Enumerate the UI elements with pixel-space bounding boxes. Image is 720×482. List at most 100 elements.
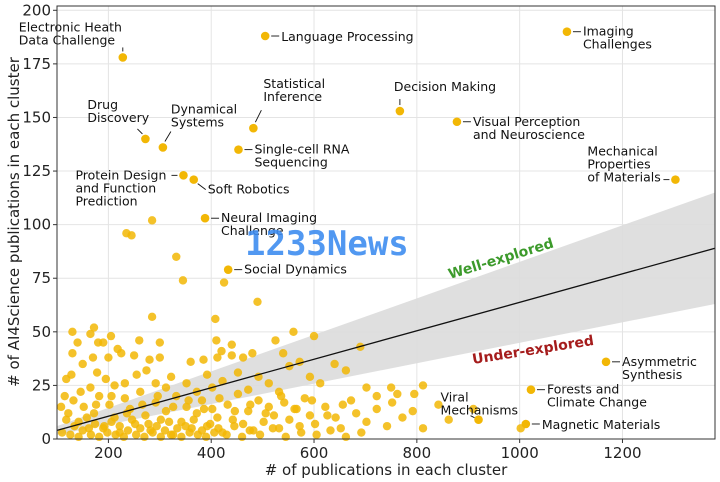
data-point [186, 357, 195, 367]
data-point [107, 417, 116, 427]
data-point [185, 428, 194, 437]
data-point [208, 404, 217, 414]
data-point [274, 424, 284, 433]
data-point [244, 406, 253, 416]
x-tick-label: 1200 [603, 444, 641, 462]
annotation-label: Asymmetric Synthesis [622, 354, 697, 382]
data-point [321, 402, 330, 412]
data-point [276, 391, 286, 401]
data-point [147, 216, 157, 225]
data-point [338, 400, 348, 409]
data-point [136, 424, 145, 433]
data-point [230, 406, 240, 416]
x-tick-label: 1000 [501, 444, 539, 462]
data-point [161, 383, 171, 392]
y-tick-label: 0 [41, 430, 51, 448]
labeled-point-marker [260, 31, 270, 41]
band-area [57, 192, 715, 435]
y-tick-label: 50 [32, 323, 51, 341]
data-point [264, 379, 273, 388]
data-point [78, 426, 87, 435]
data-point [92, 368, 102, 377]
annotation-line: and Neuroscience [473, 127, 585, 142]
y-tick-label: 175 [22, 55, 51, 73]
annotation-label: Forests and Climate Change [547, 382, 647, 410]
annotation-line: Neural Imaging [221, 210, 317, 225]
data-point [132, 370, 141, 379]
annotation-label: Soft Robotics [208, 182, 290, 197]
data-point [68, 327, 77, 337]
data-point [398, 413, 407, 422]
data-point [285, 415, 294, 424]
annotation-line: Visual Perception [473, 114, 580, 129]
data-point [64, 409, 73, 418]
data-point [135, 336, 144, 345]
data-point [218, 376, 227, 386]
data-point [117, 349, 126, 358]
axes: 200 400 600 800 1000 1200 0 25 50 75 100 125 150 175 2… [22, 1, 716, 462]
y-tick-label: 125 [22, 162, 51, 180]
data-point [312, 430, 321, 439]
data-point [166, 372, 176, 382]
labeled-point-marker [671, 175, 680, 184]
data-point [155, 353, 165, 362]
data-point [214, 424, 223, 433]
labeled-points: Electronic Heath Data Challenge Language P… [19, 19, 697, 432]
labeled-point-marker [118, 53, 128, 62]
data-point [362, 383, 371, 392]
data-point [120, 394, 130, 403]
data-point [387, 398, 397, 407]
data-point [418, 424, 428, 433]
labeled-point: Dynamical Systems [158, 101, 237, 152]
data-point [148, 428, 157, 437]
labeled-point: Imaging Challenges [562, 24, 652, 52]
labeled-point: Soft Robotics [189, 175, 290, 197]
labeled-point-marker [158, 143, 168, 152]
x-tick-label: 200 [94, 444, 123, 462]
data-point [181, 421, 190, 431]
data-point [90, 419, 100, 429]
data-point [237, 432, 247, 442]
x-tick-label: 600 [300, 444, 329, 462]
annotation-line: and Function [75, 180, 156, 195]
data-point [330, 359, 339, 369]
data-point [155, 338, 165, 347]
annotation-line: Prediction [75, 193, 137, 208]
data-point [199, 355, 208, 364]
data-point [66, 430, 75, 439]
data-point [238, 353, 248, 362]
y-tick-label: 200 [22, 1, 51, 19]
data-point [151, 379, 160, 388]
data-point [82, 413, 92, 422]
labeled-point: Social Dynamics [223, 262, 347, 277]
labeled-point-marker [526, 385, 536, 394]
annotation-label: Electronic Heath Data Challenge [19, 19, 122, 47]
data-point [245, 426, 254, 435]
data-point [212, 336, 221, 345]
data-point [115, 421, 124, 431]
data-point [168, 430, 178, 439]
labeled-point-marker [474, 415, 483, 425]
labeled-point-marker [234, 145, 243, 154]
annotation-leader [470, 415, 475, 419]
data-point [178, 276, 188, 285]
data-point [189, 415, 198, 424]
annotation-line: Climate Change [547, 395, 647, 410]
data-point [106, 331, 116, 341]
annotation-label: Imaging Challenges [583, 24, 652, 52]
data-point [393, 389, 402, 399]
annotation-line: Sequencing [254, 155, 327, 170]
data-point [123, 426, 133, 435]
annotation-label: Decision Making [394, 79, 496, 94]
annotation-label: Social Dynamics [244, 262, 347, 277]
annotation-line: Imaging [583, 24, 634, 39]
annotation-label: Protein Design and Function Prediction [75, 167, 166, 208]
confidence-band [57, 192, 715, 435]
data-point [307, 396, 317, 405]
annotation-line: Single-cell RNA [254, 142, 349, 157]
data-point [326, 426, 335, 435]
data-point [164, 417, 174, 427]
data-point [140, 432, 149, 442]
labeled-point-marker [452, 117, 462, 127]
data-point [233, 389, 243, 399]
